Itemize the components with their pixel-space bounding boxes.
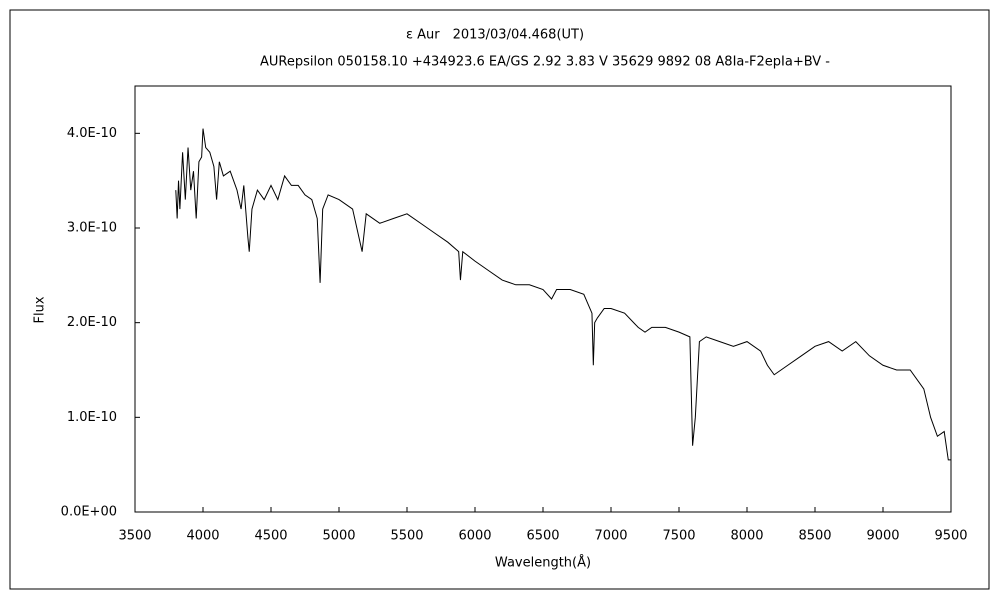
x-tick-label: 7000	[594, 529, 627, 544]
x-tick-label: 7500	[662, 529, 695, 544]
frame	[9, 9, 990, 590]
x-tick-label: 8000	[730, 529, 763, 544]
x-tick-label: 5000	[322, 529, 355, 544]
y-tick-label: 3.0E-10	[67, 221, 117, 236]
y-tick-label: 4.0E-10	[67, 126, 117, 141]
y-axis-label: Flux	[33, 296, 48, 323]
x-tick-label: 6000	[458, 529, 491, 544]
x-tick-label: 3500	[118, 529, 151, 544]
chart-title: ε Aur 2013/03/04.468(UT)	[406, 28, 584, 43]
x-tick-label: 8500	[798, 529, 831, 544]
x-tick-label: 4000	[186, 529, 219, 544]
spectrum-line	[175, 128, 951, 461]
x-tick-label: 6500	[526, 529, 559, 544]
x-tick-label: 5500	[390, 529, 423, 544]
y-tick-label: 2.0E-10	[67, 315, 117, 330]
x-tick-label: 9000	[866, 529, 899, 544]
chart-subtitle: AURepsilon 050158.10 +434923.6 EA/GS 2.9…	[260, 55, 830, 70]
x-tick-label: 4500	[254, 529, 287, 544]
x-tick-label: 9500	[934, 529, 967, 544]
plot-area	[134, 85, 952, 513]
y-tick-label: 0.0E+00	[61, 505, 117, 520]
x-axis-label: Wavelength(Å)	[495, 555, 591, 571]
y-tick-label: 1.0E-10	[67, 410, 117, 425]
